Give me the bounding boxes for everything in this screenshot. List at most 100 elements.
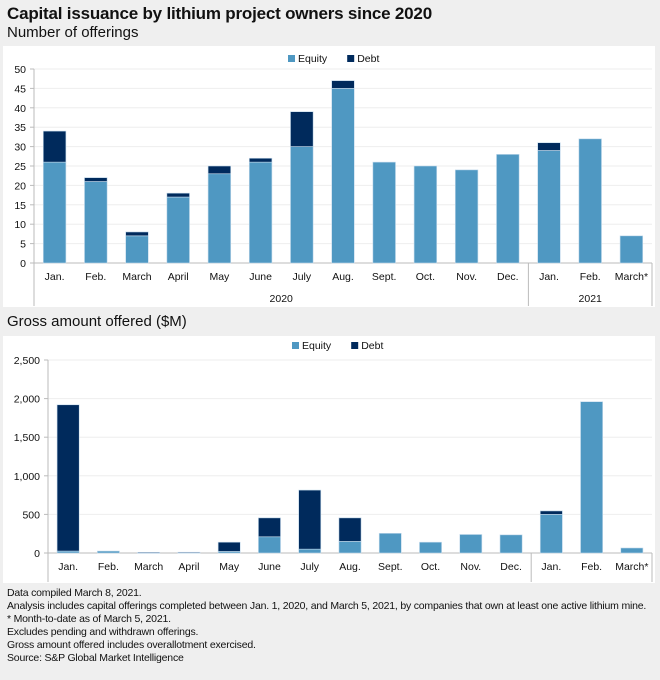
legend: Equity Debt [288, 53, 379, 65]
amount-chart-panel: Equity Debt 0 500 1,000 1,500 2,000 2,500 Jan. Fe… [3, 336, 655, 595]
y-tick-label: 15 [14, 200, 26, 212]
x-tick-label: Nov. [456, 271, 477, 283]
x-tick-label: Feb. [85, 271, 106, 283]
x-tick-label: Oct. [421, 561, 440, 573]
footnote-overallotment: Gross amount offered includes overallotm… [7, 639, 256, 651]
x-tick-label: Feb. [580, 271, 601, 283]
x-tick-label: Sept. [372, 271, 397, 283]
bar-debt [56, 404, 80, 552]
offerings-chart-panel: Equity Debt 0 5 10 15 20 25 30 35 40 45 50 Jan. Feb. Ma… [3, 46, 655, 307]
y-tick-label: 0 [34, 548, 40, 560]
y-tick-label: 40 [14, 103, 26, 115]
bar-debt [42, 130, 67, 163]
chart2-subtitle: Gross amount offered ($M) [7, 313, 187, 330]
legend-swatch-equity [292, 342, 299, 349]
bar-equity [166, 196, 190, 264]
x-tick-label: July [292, 271, 311, 283]
x-tick-label: July [300, 561, 319, 573]
bar-equity [298, 548, 322, 554]
group-label: 2021 [579, 293, 603, 305]
y-tick-label: 500 [22, 509, 40, 521]
bar-equity [459, 534, 483, 554]
y-tick-label: 0 [20, 258, 26, 270]
x-tick-label: May [209, 271, 230, 283]
x-tick-label: March* [615, 271, 648, 283]
chart-title: Capital issuance by lithium project owne… [7, 4, 432, 23]
bar-debt [125, 231, 149, 237]
bar-equity [290, 146, 314, 264]
bar-debt [331, 80, 355, 89]
bar-debt [338, 517, 362, 542]
legend: Equity Debt [292, 340, 383, 352]
x-tick-label: Oct. [416, 271, 435, 283]
bar-debt [177, 551, 201, 554]
x-tick-label: April [168, 271, 189, 283]
bar-equity [580, 401, 603, 554]
y-tick-label: 2,000 [14, 394, 40, 406]
bar-equity [97, 550, 120, 554]
y-tick-label: 30 [14, 142, 26, 154]
legend-swatch-debt [351, 342, 359, 349]
x-tick-label: Jan. [45, 271, 65, 283]
bar-equity [454, 169, 479, 264]
bar-debt [137, 552, 161, 554]
x-tick-label: Feb. [581, 561, 602, 573]
x-tick-label: Feb. [98, 561, 119, 573]
bar-debt [217, 541, 241, 552]
legend-swatch-equity [288, 55, 295, 62]
bar-debt [248, 157, 273, 163]
bar-equity [42, 161, 67, 264]
x-tick-label: Dec. [497, 271, 519, 283]
bar-equity [578, 138, 602, 264]
legend-label-debt: Debt [357, 53, 379, 65]
bar-debt [258, 517, 281, 538]
bar-equity [258, 536, 281, 554]
bar-equity [125, 235, 149, 264]
y-tick-label: 35 [14, 122, 26, 134]
bar-debt [537, 142, 561, 151]
bar-debt [207, 165, 232, 175]
y-tick-label: 1,500 [14, 432, 40, 444]
y-tick-label: 20 [14, 180, 26, 192]
bar-equity [419, 541, 442, 554]
x-tick-label: March [134, 561, 163, 573]
x-tick-label: Aug. [339, 561, 361, 573]
x-tick-label: May [219, 561, 240, 573]
bar-equity [248, 161, 273, 264]
x-tick-label: June [258, 561, 281, 573]
y-tick-label: 5 [20, 239, 26, 251]
legend-label-equity: Equity [302, 340, 332, 352]
x-tick-label: April [178, 561, 199, 573]
y-tick-label: 50 [14, 64, 26, 76]
bar-equity [539, 514, 563, 554]
bar-equity [619, 235, 644, 264]
bar-debt [290, 111, 314, 147]
y-tick-label: 2,500 [14, 355, 40, 367]
x-tick-label: Aug. [332, 271, 354, 283]
bar-debt [539, 510, 563, 515]
x-tick-label: March* [615, 561, 648, 573]
footnote-source: Source: S&P Global Market Intelligence [7, 652, 184, 664]
bar-debt [298, 489, 322, 550]
x-tick-label: Jan. [58, 561, 78, 573]
bar-debt [84, 177, 108, 182]
y-tick-label: 45 [14, 83, 26, 95]
bar-equity [499, 534, 523, 554]
y-tick-label: 25 [14, 161, 26, 173]
x-tick-label: Dec. [500, 561, 522, 573]
bar-equity [338, 541, 362, 554]
bar-equity [620, 547, 644, 554]
footnotes: Data compiled March 8, 2021. Analysis in… [7, 587, 646, 665]
bar-equity [496, 154, 520, 264]
x-tick-label: Nov. [460, 561, 481, 573]
y-tick-label: 10 [14, 219, 26, 231]
bar-equity [378, 533, 402, 554]
x-tick-label: Sept. [378, 561, 403, 573]
x-tick-label: Jan. [539, 271, 559, 283]
legend-label-equity: Equity [298, 53, 328, 65]
y-tick-label: 1,000 [14, 471, 40, 483]
bar-equity [372, 161, 396, 264]
bar-equity [331, 88, 355, 264]
x-tick-label: Jan. [541, 561, 561, 573]
group-label: 2020 [270, 293, 294, 305]
